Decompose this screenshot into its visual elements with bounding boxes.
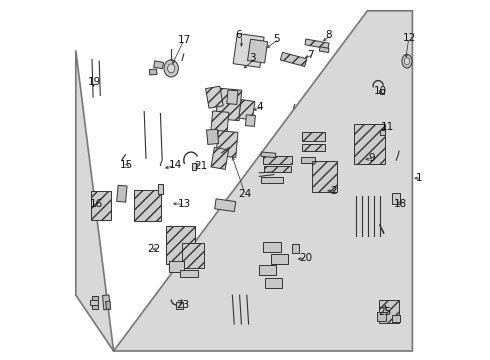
Bar <box>134 190 161 220</box>
Bar <box>302 144 325 151</box>
Bar <box>301 157 315 163</box>
Bar <box>247 39 268 63</box>
Text: 7: 7 <box>307 50 314 60</box>
Bar <box>292 244 298 253</box>
Text: 21: 21 <box>194 161 207 171</box>
Text: 22: 22 <box>147 244 160 254</box>
Bar <box>215 199 236 212</box>
Bar <box>263 242 281 252</box>
Ellipse shape <box>168 64 175 73</box>
Bar <box>211 147 229 170</box>
Text: 1: 1 <box>416 173 422 183</box>
Bar <box>261 152 276 158</box>
Text: 11: 11 <box>381 122 394 132</box>
Bar <box>270 254 288 264</box>
Bar <box>117 185 127 202</box>
Bar <box>392 315 400 322</box>
Text: 9: 9 <box>368 153 375 163</box>
Text: 8: 8 <box>325 30 332 40</box>
Text: 2: 2 <box>331 186 337 196</box>
Bar <box>90 300 98 305</box>
Text: 25: 25 <box>378 307 392 318</box>
Bar <box>180 270 198 277</box>
Bar <box>392 193 400 204</box>
Text: 10: 10 <box>374 86 387 96</box>
Bar <box>319 47 329 53</box>
Bar <box>245 115 255 126</box>
Ellipse shape <box>164 60 178 77</box>
Bar <box>379 300 399 323</box>
Text: 5: 5 <box>273 34 279 44</box>
Text: 12: 12 <box>402 33 416 43</box>
Bar <box>305 39 329 49</box>
Text: 6: 6 <box>235 30 242 40</box>
Ellipse shape <box>404 58 410 65</box>
Text: 15: 15 <box>120 160 133 170</box>
Bar <box>263 156 292 164</box>
Bar <box>259 265 276 275</box>
Bar <box>158 184 163 194</box>
Bar <box>380 89 384 94</box>
Bar <box>227 90 238 104</box>
Text: 14: 14 <box>169 160 182 170</box>
Text: 20: 20 <box>300 253 313 264</box>
Bar <box>102 295 110 310</box>
Bar <box>377 312 386 321</box>
Bar <box>216 131 238 157</box>
Bar <box>239 100 255 120</box>
Polygon shape <box>76 11 413 351</box>
Bar <box>92 305 98 309</box>
Bar <box>312 161 337 192</box>
Bar <box>149 69 157 75</box>
Text: 3: 3 <box>249 53 256 63</box>
Text: 13: 13 <box>177 199 191 210</box>
Bar <box>106 301 111 309</box>
Bar <box>265 278 282 288</box>
Bar <box>170 261 184 272</box>
Bar <box>354 124 385 164</box>
Bar <box>92 296 98 300</box>
Bar <box>233 33 264 67</box>
Text: 16: 16 <box>90 199 103 210</box>
Bar <box>261 177 283 183</box>
Text: 19: 19 <box>87 77 100 87</box>
Text: 24: 24 <box>239 189 252 199</box>
Ellipse shape <box>402 54 412 68</box>
Bar <box>264 166 291 172</box>
Bar <box>216 88 242 121</box>
Text: 17: 17 <box>177 35 191 45</box>
Text: 18: 18 <box>393 199 407 210</box>
Bar <box>302 132 325 141</box>
Bar <box>153 61 164 69</box>
Bar <box>206 86 223 108</box>
Bar <box>166 226 195 264</box>
Text: 4: 4 <box>257 102 263 112</box>
Text: 23: 23 <box>176 300 189 310</box>
Bar <box>192 163 196 170</box>
Bar <box>211 111 229 134</box>
Bar <box>176 302 183 309</box>
Bar <box>380 130 385 135</box>
Bar <box>91 191 111 220</box>
Bar <box>207 129 219 144</box>
Bar <box>182 243 204 268</box>
Bar <box>280 52 307 67</box>
